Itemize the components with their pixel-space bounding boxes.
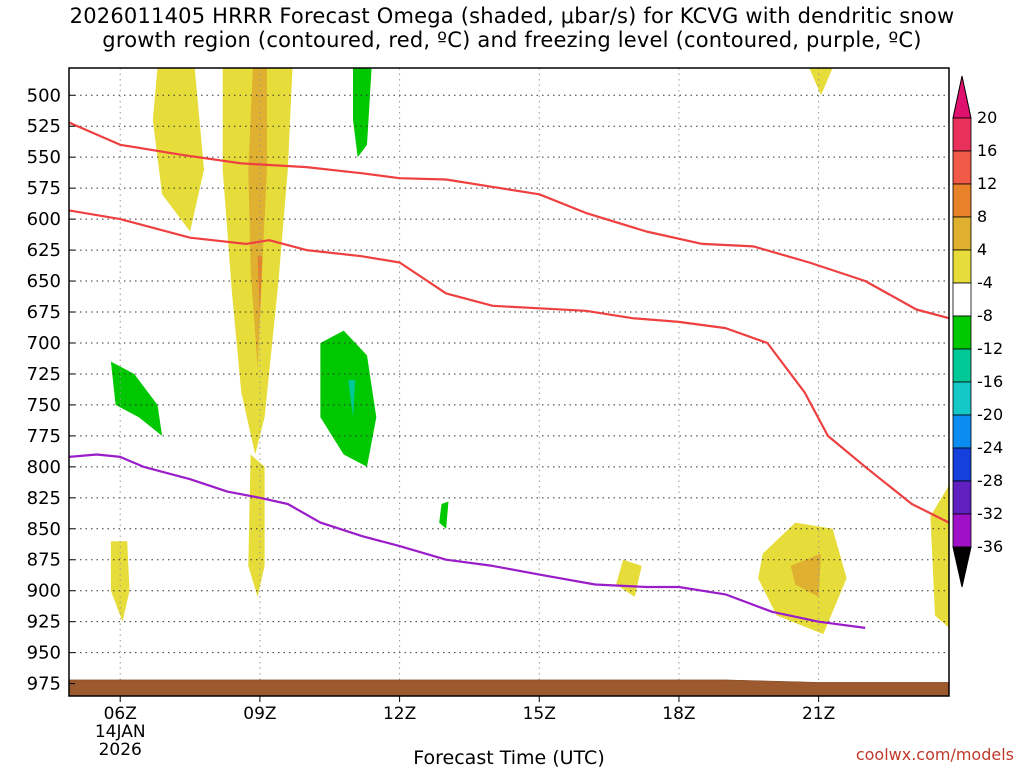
colorbar-swatch-7	[952, 348, 972, 383]
colorbar-bottom-arrow	[952, 546, 972, 588]
colorbar-label-13: -36	[977, 537, 1003, 556]
y-tick-label-975: 975	[27, 674, 61, 695]
y-tick-label-900: 900	[27, 581, 61, 602]
colorbar-swatch-10	[952, 447, 972, 482]
colorbar-swatch-2	[952, 183, 972, 218]
colorbar-label-0: 20	[977, 108, 997, 127]
colorbar-label-5: -4	[977, 273, 993, 292]
colorbar-top-arrow	[952, 75, 972, 119]
y-tick-label-500: 500	[27, 85, 61, 106]
colorbar-label-9: -20	[977, 405, 1003, 424]
colorbar-swatch-1	[952, 150, 972, 185]
y-tick-label-750: 750	[27, 395, 61, 416]
y-tick-label-950: 950	[27, 643, 61, 664]
chart-title: 2026011405 HRRR Forecast Omega (shaded, …	[0, 4, 1024, 52]
y-tick-label-575: 575	[27, 178, 61, 199]
y-tick-label-600: 600	[27, 209, 61, 230]
omega-shade-region-0	[152, 68, 204, 232]
omega-shade-region-22	[655, 206, 693, 368]
y-tick-label-700: 700	[27, 333, 61, 354]
omega-shade-region-20	[436, 442, 521, 542]
x-date-label: 14JAN	[95, 722, 146, 742]
x-tick-label-21Z: 21Z	[802, 704, 835, 724]
y-tick-label-550: 550	[27, 147, 61, 168]
y-tick-label-800: 800	[27, 457, 61, 478]
plot-frame	[68, 67, 950, 697]
y-tick-label-825: 825	[27, 488, 61, 509]
y-tick-label-650: 650	[27, 271, 61, 292]
y-tick-label-775: 775	[27, 426, 61, 447]
colorbar-label-6: -8	[977, 306, 993, 325]
omega-shade-region-4	[257, 256, 263, 319]
y-tick-label-875: 875	[27, 550, 61, 571]
colorbar-label-10: -24	[977, 438, 1003, 457]
colorbar-swatch-12	[952, 513, 972, 548]
terrain-ground	[69, 679, 949, 696]
colorbar-swatch-3	[952, 216, 972, 251]
colorbar-swatch-9	[952, 414, 972, 449]
omega-shade-region-8	[790, 553, 821, 597]
omega-shade-region-14	[159, 565, 172, 616]
colorbar-label-7: -12	[977, 339, 1003, 358]
omega-shade-region-2	[248, 454, 265, 597]
omega-shade-region-24	[937, 68, 949, 170]
credit-text: coolwx.com/models	[856, 745, 1014, 764]
x-tick-label-18Z: 18Z	[662, 704, 695, 724]
omega-shade-region-11	[108, 68, 121, 120]
colorbar-label-8: -16	[977, 372, 1003, 391]
x-year-label: 2026	[99, 740, 142, 760]
chart-title-line2: growth region (contoured, red, ºC) and f…	[102, 28, 922, 52]
omega-shade-region-23	[767, 169, 889, 443]
omega-shade-region-6	[616, 559, 642, 597]
omega-shade-region-10	[809, 68, 833, 96]
colorbar-swatch-11	[952, 480, 972, 515]
colorbar-swatch-8	[952, 381, 972, 416]
omega-shade-region-16	[353, 68, 372, 158]
colorbar-swatch-4	[952, 249, 972, 284]
y-tick-label-675: 675	[27, 302, 61, 323]
x-tick-label-06Z: 06Z	[104, 704, 137, 724]
contour-line-1	[69, 209, 949, 524]
omega-shade-region-19	[502, 268, 633, 430]
x-tick-label-15Z: 15Z	[523, 704, 556, 724]
x-tick-label-09Z: 09Z	[243, 704, 276, 724]
colorbar-label-3: 8	[977, 207, 987, 226]
y-tick-label-525: 525	[27, 116, 61, 137]
omega-shade-region-18	[348, 380, 356, 418]
x-axis-title: Forecast Time (UTC)	[413, 747, 604, 768]
omega-shade-region-12	[101, 182, 214, 542]
colorbar-label-12: -32	[977, 504, 1003, 523]
omega-shade-region-17	[320, 330, 377, 467]
colorbar-label-11: -28	[977, 471, 1003, 490]
y-tick-label-925: 925	[27, 612, 61, 633]
contour-line-0	[69, 121, 949, 320]
colorbar-swatch-5	[952, 282, 972, 317]
omega-shade-region-5	[110, 541, 130, 622]
y-tick-label-625: 625	[27, 240, 61, 261]
colorbar-label-2: 12	[977, 174, 997, 193]
omega-shade-region-9	[930, 485, 949, 628]
omega-shade-region-21	[439, 501, 449, 529]
chart-title-line1: 2026011405 HRRR Forecast Omega (shaded, …	[69, 4, 955, 28]
colorbar-label-4: 4	[977, 240, 987, 259]
omega-shade-region-3	[248, 68, 267, 368]
y-tick-label-850: 850	[27, 519, 61, 540]
x-tick-label-12Z: 12Z	[383, 704, 416, 724]
colorbar-swatch-0	[952, 117, 972, 152]
colorbar-label-1: 16	[977, 141, 997, 160]
colorbar-swatch-6	[952, 315, 972, 350]
omega-shade-region-13	[110, 361, 163, 436]
y-tick-label-725: 725	[27, 364, 61, 385]
contour-line-2	[69, 453, 866, 629]
